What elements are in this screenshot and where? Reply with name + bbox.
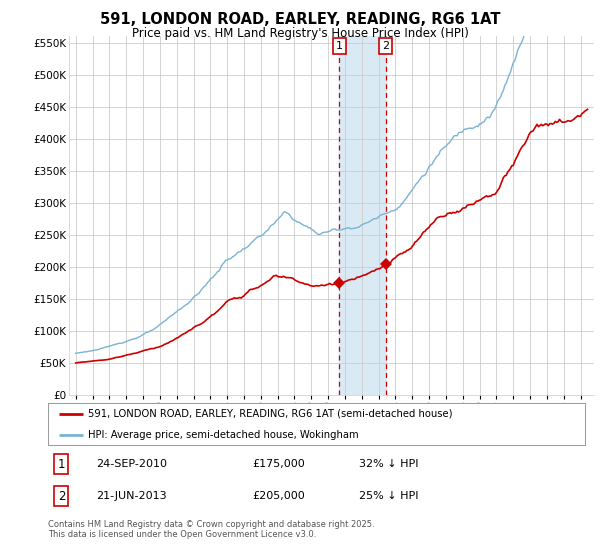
Text: Price paid vs. HM Land Registry's House Price Index (HPI): Price paid vs. HM Land Registry's House … bbox=[131, 27, 469, 40]
Text: 591, LONDON ROAD, EARLEY, READING, RG6 1AT: 591, LONDON ROAD, EARLEY, READING, RG6 1… bbox=[100, 12, 500, 27]
Text: 1: 1 bbox=[336, 41, 343, 51]
Text: Contains HM Land Registry data © Crown copyright and database right 2025.
This d: Contains HM Land Registry data © Crown c… bbox=[48, 520, 374, 539]
Text: 591, LONDON ROAD, EARLEY, READING, RG6 1AT (semi-detached house): 591, LONDON ROAD, EARLEY, READING, RG6 1… bbox=[88, 409, 453, 419]
Text: 2: 2 bbox=[58, 490, 65, 503]
Text: 24-SEP-2010: 24-SEP-2010 bbox=[97, 459, 167, 469]
Text: HPI: Average price, semi-detached house, Wokingham: HPI: Average price, semi-detached house,… bbox=[88, 430, 359, 440]
Text: 21-JUN-2013: 21-JUN-2013 bbox=[97, 491, 167, 501]
Text: 1: 1 bbox=[58, 458, 65, 470]
Text: 2: 2 bbox=[382, 41, 389, 51]
Text: £205,000: £205,000 bbox=[252, 491, 305, 501]
Bar bbox=[340, 36, 386, 395]
Text: 32% ↓ HPI: 32% ↓ HPI bbox=[359, 459, 419, 469]
Text: £175,000: £175,000 bbox=[252, 459, 305, 469]
Text: 25% ↓ HPI: 25% ↓ HPI bbox=[359, 491, 419, 501]
